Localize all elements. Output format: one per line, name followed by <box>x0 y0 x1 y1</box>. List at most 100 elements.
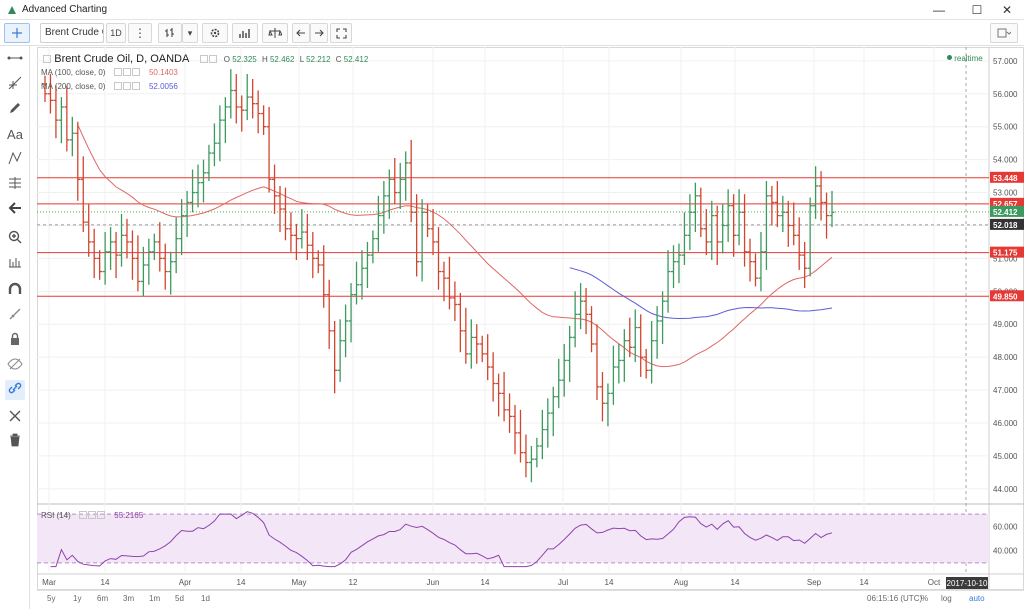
ohlc-bar <box>610 345 616 405</box>
ohlc-bar <box>643 348 649 379</box>
ma100-visibility-icon[interactable] <box>113 68 122 76</box>
ma200-remove-icon[interactable] <box>131 82 140 90</box>
ohlc-bar <box>599 371 605 422</box>
close-button[interactable]: ✕ <box>1001 3 1013 17</box>
bottom-bar: 5y 1y 6m 3m 1m 5d 1d 06:15:16 (UTC) % lo… <box>37 590 1024 609</box>
symbol-input[interactable]: Brent Crude Oil <box>40 23 104 43</box>
ohlc-bar <box>244 74 250 121</box>
ohlc-bar <box>386 169 392 219</box>
range-6m[interactable]: 6m <box>97 594 109 603</box>
ohlc-bar <box>239 95 245 132</box>
layout-menu-icon[interactable] <box>990 23 1018 43</box>
rsi-visibility-icon[interactable] <box>79 511 88 519</box>
utc-clock[interactable]: 06:15:16 (UTC) <box>867 594 923 603</box>
ohlc-bar <box>354 261 360 305</box>
ohlc-bar <box>304 213 310 261</box>
fib-icon[interactable] <box>5 75 25 95</box>
minimize-button[interactable]: — <box>933 3 945 17</box>
rsi-band <box>37 514 989 563</box>
ohlc-bar <box>332 320 338 394</box>
range-3m[interactable]: 3m <box>123 594 135 603</box>
collapse-legend-icon[interactable] <box>43 55 51 63</box>
zoom-icon[interactable] <box>5 229 25 249</box>
interval-more-button[interactable]: ⋮ <box>128 23 152 43</box>
ohlc-bar <box>627 317 633 358</box>
ma100-settings-icon[interactable] <box>122 68 131 76</box>
text-tool-icon[interactable]: Aa <box>7 127 23 142</box>
price-tick-label: 57.000 <box>993 57 1018 66</box>
chart-type-icon[interactable] <box>158 23 182 43</box>
close-label: C <box>335 55 342 64</box>
price-chart[interactable]: 60.000 40.000 57.000 56.000 55.000 54.000 53.… <box>37 47 1024 590</box>
ohlc-bar <box>310 232 316 279</box>
ohlc-bar <box>512 404 518 455</box>
legend-settings-icon[interactable] <box>199 55 208 63</box>
rsi-settings-icon[interactable] <box>88 511 97 519</box>
gear-icon[interactable] <box>202 23 228 43</box>
hide-icon[interactable] <box>5 356 25 376</box>
ohlc-bar <box>315 250 321 274</box>
ohlc-bar <box>255 90 261 134</box>
interval-button[interactable]: 1D <box>106 23 126 43</box>
trash-icon[interactable] <box>5 432 25 452</box>
ohlc-bar <box>561 343 567 397</box>
undo-icon[interactable] <box>292 23 310 43</box>
time-tick-label: Apr <box>179 578 192 587</box>
ohlc-bar <box>446 256 452 310</box>
high-label: H <box>261 55 268 64</box>
ma200-visibility-icon[interactable] <box>113 82 122 90</box>
range-1y[interactable]: 1y <box>73 594 82 603</box>
price-tag-bg <box>990 197 1024 209</box>
chart-type-dropdown[interactable]: ▾ <box>182 23 198 43</box>
price-tick-label: 54.000 <box>993 156 1018 165</box>
percent-scale-button[interactable]: % <box>921 594 929 603</box>
measure-icon[interactable] <box>5 254 25 274</box>
brush-icon[interactable] <box>5 100 25 120</box>
instrument-label: Brent Crude Oil, D, OANDA <box>54 53 190 65</box>
ohlc-bar <box>457 292 463 353</box>
ohlc-bar <box>326 279 332 349</box>
crosshair-icon[interactable] <box>4 23 30 43</box>
ohlc-bar <box>496 373 502 417</box>
pattern-icon[interactable] <box>5 150 25 170</box>
rsi-legend: RSI (14) 55.2165 <box>41 511 143 520</box>
ma200-settings-icon[interactable] <box>122 82 131 90</box>
fullscreen-icon[interactable] <box>330 23 352 43</box>
ohlc-bar <box>578 283 584 330</box>
maximize-button[interactable]: ☐ <box>971 3 983 17</box>
ohlc-bar <box>343 304 349 358</box>
ohlc-bar <box>813 166 819 219</box>
stay-drawing-icon[interactable] <box>5 306 25 326</box>
rsi-remove-icon[interactable] <box>97 511 106 519</box>
range-1m[interactable]: 1m <box>149 594 161 603</box>
time-tick-label: 14 <box>860 578 869 587</box>
ohlc-bar <box>507 393 513 433</box>
compare-icon[interactable] <box>262 23 288 43</box>
price-tag: 53.448 <box>993 174 1018 183</box>
legend-hide-icon[interactable] <box>208 55 217 63</box>
price-tick-label: 45.000 <box>993 452 1018 461</box>
trend-line-icon[interactable] <box>5 50 25 70</box>
log-scale-button[interactable]: log <box>941 594 952 603</box>
chart-area[interactable]: 60.000 40.000 57.000 56.000 55.000 54.000 53.… <box>37 47 1024 595</box>
remove-tools-icon[interactable] <box>5 408 25 428</box>
prediction-icon[interactable] <box>5 175 25 195</box>
range-1d[interactable]: 1d <box>201 594 210 603</box>
open-label: O <box>223 55 231 64</box>
range-5d[interactable]: 5d <box>175 594 184 603</box>
indicators-icon[interactable] <box>232 23 258 43</box>
redo-icon[interactable] <box>310 23 328 43</box>
ohlc-bar <box>64 85 70 152</box>
lock-icon[interactable] <box>5 331 25 351</box>
ohlc-bar <box>774 181 780 228</box>
magnet-icon[interactable] <box>5 281 25 301</box>
ma100-remove-icon[interactable] <box>131 68 140 76</box>
auto-scale-button[interactable]: auto <box>969 594 985 603</box>
ohlc-bar <box>490 352 496 402</box>
date-tag: 2017-10-10 <box>947 579 988 588</box>
arrow-left-icon[interactable] <box>5 200 25 220</box>
ohlc-bar <box>348 283 354 343</box>
range-5y[interactable]: 5y <box>47 594 56 603</box>
sync-link-icon[interactable] <box>5 380 25 400</box>
rsi-value: 55.2165 <box>114 511 144 520</box>
